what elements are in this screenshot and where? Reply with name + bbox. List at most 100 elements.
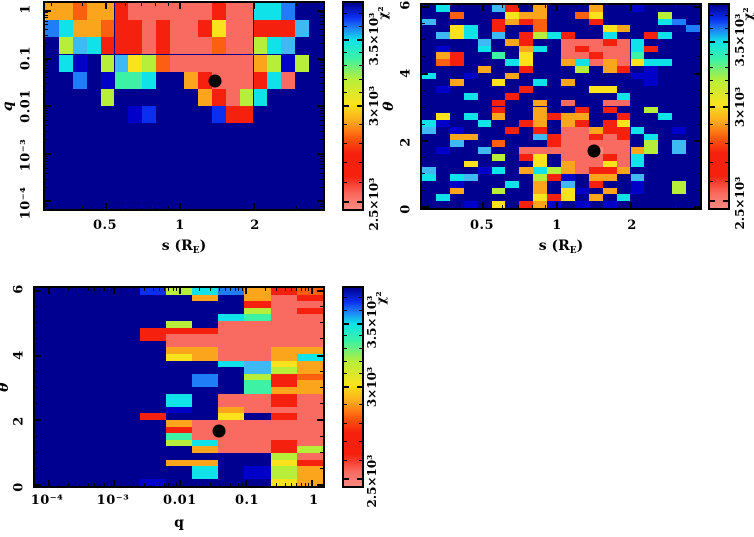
y-tick-mark [422, 72, 428, 75]
heatmap-cell [547, 113, 561, 121]
heatmap-cell [211, 106, 226, 124]
heatmap-cell [142, 71, 157, 89]
heatmap-cell [156, 20, 171, 38]
heatmap-cell [491, 5, 506, 12]
heatmap-cell [533, 45, 548, 53]
heatmap-cell [218, 353, 245, 361]
heatmap-panel-3 [33, 286, 325, 488]
heatmap-cell [533, 25, 548, 33]
heatmap-cell [602, 86, 617, 93]
heatmap-cell [192, 347, 219, 354]
heatmap-cell [114, 3, 129, 21]
heatmap-cell [547, 174, 561, 181]
colorbar-tick-mark [344, 124, 347, 126]
y-tick-mark [320, 158, 323, 160]
heatmap-cell [574, 140, 589, 148]
heatmap-cell [602, 167, 617, 175]
y-axis-title: θ [0, 382, 12, 392]
colorbar-axis-title: χ² [741, 7, 754, 21]
x-tick-mark [427, 5, 429, 8]
colorbar-tick-mark [344, 404, 347, 406]
heatmap-cell [270, 466, 297, 473]
heatmap-cell [128, 106, 143, 124]
heatmap-cell [449, 140, 464, 148]
colorbar-axis-title: χ² [376, 6, 390, 20]
heatmap-cell [296, 387, 323, 394]
y-tick-mark [320, 76, 323, 78]
y-tick-label: 6 [398, 0, 414, 10]
x-axis-title-subscript: E [569, 246, 577, 256]
heatmap-cell [114, 71, 129, 89]
x-tick-mark [264, 483, 266, 486]
y-tick-mark [422, 156, 425, 158]
x-tick-mark [501, 205, 503, 208]
heatmap-cell [449, 180, 464, 188]
x-tick-mark [50, 3, 52, 6]
colorbar-tick-mark [710, 40, 715, 43]
heatmap-cell [533, 18, 548, 26]
x-tick-mark [308, 483, 310, 486]
x-tick-mark [241, 288, 243, 291]
x-tick-mark [167, 206, 169, 209]
heatmap-cell [519, 45, 534, 53]
y-tick-label: 4 [11, 350, 27, 360]
y-tick-mark [35, 403, 38, 405]
heatmap-cell [491, 25, 506, 33]
heatmap-cell [165, 406, 193, 414]
heatmap-cell [435, 5, 450, 12]
colorbar-axis-title: χ² [374, 291, 388, 305]
heatmap-cell [644, 65, 659, 73]
colorbar-tick-mark [359, 297, 362, 299]
heatmap-cell [422, 167, 436, 175]
heatmap-cell [197, 3, 212, 21]
colorbar-tick-mark [359, 65, 362, 67]
heatmap-cell [244, 406, 271, 414]
heatmap-cell [281, 37, 296, 55]
heatmap-cell [630, 45, 645, 53]
y-tick-mark [320, 435, 323, 437]
y-tick-mark [45, 178, 48, 180]
y-tick-mark [320, 120, 323, 122]
y-tick-mark [45, 168, 48, 170]
colorbar-tick-mark [357, 386, 362, 388]
heatmap-cell [588, 133, 603, 141]
heatmap-cell [574, 167, 589, 175]
heatmap-cell [270, 419, 297, 427]
y-tick-mark [45, 68, 48, 70]
heatmap-cell [139, 479, 166, 486]
heatmap-cell [296, 360, 323, 368]
x-tick-mark [230, 288, 232, 291]
x-tick-label: 10⁻³ [96, 493, 130, 508]
heatmap-cell [602, 99, 617, 107]
y-tick-mark [45, 120, 48, 122]
y-tick-mark [320, 124, 323, 126]
heatmap-cell [574, 59, 589, 66]
colorbar-tick-mark [344, 347, 347, 349]
colorbar-tick-mark [344, 478, 349, 481]
heatmap-cell [547, 201, 561, 208]
colorbar-tick-mark [344, 52, 347, 54]
colorbar-tick-mark [725, 53, 728, 55]
heatmap-cell [491, 113, 506, 121]
heatmap-cell [165, 334, 193, 341]
heatmap-cell [602, 160, 617, 168]
x-tick-mark [276, 288, 278, 291]
colorbar-tick-mark [344, 181, 347, 183]
y-tick-mark [45, 113, 48, 115]
heatmap-cell [58, 3, 73, 21]
heatmap-cell [491, 32, 506, 39]
colorbar-tick-mark [359, 360, 362, 362]
heatmap-cell [244, 433, 271, 440]
colorbar-tick-mark [359, 441, 362, 443]
heatmap-cell [296, 334, 323, 341]
heatmap-cell [244, 314, 271, 321]
x-tick-mark [175, 288, 177, 291]
y-tick-mark [422, 55, 425, 57]
heatmap-cell [602, 25, 617, 33]
x-tick-mark [630, 202, 633, 208]
heatmap-cell [602, 52, 617, 60]
heatmap-cell [422, 72, 436, 80]
heatmap-cell [244, 466, 271, 473]
heatmap-cell [170, 20, 184, 38]
y-tick-mark [35, 419, 41, 422]
